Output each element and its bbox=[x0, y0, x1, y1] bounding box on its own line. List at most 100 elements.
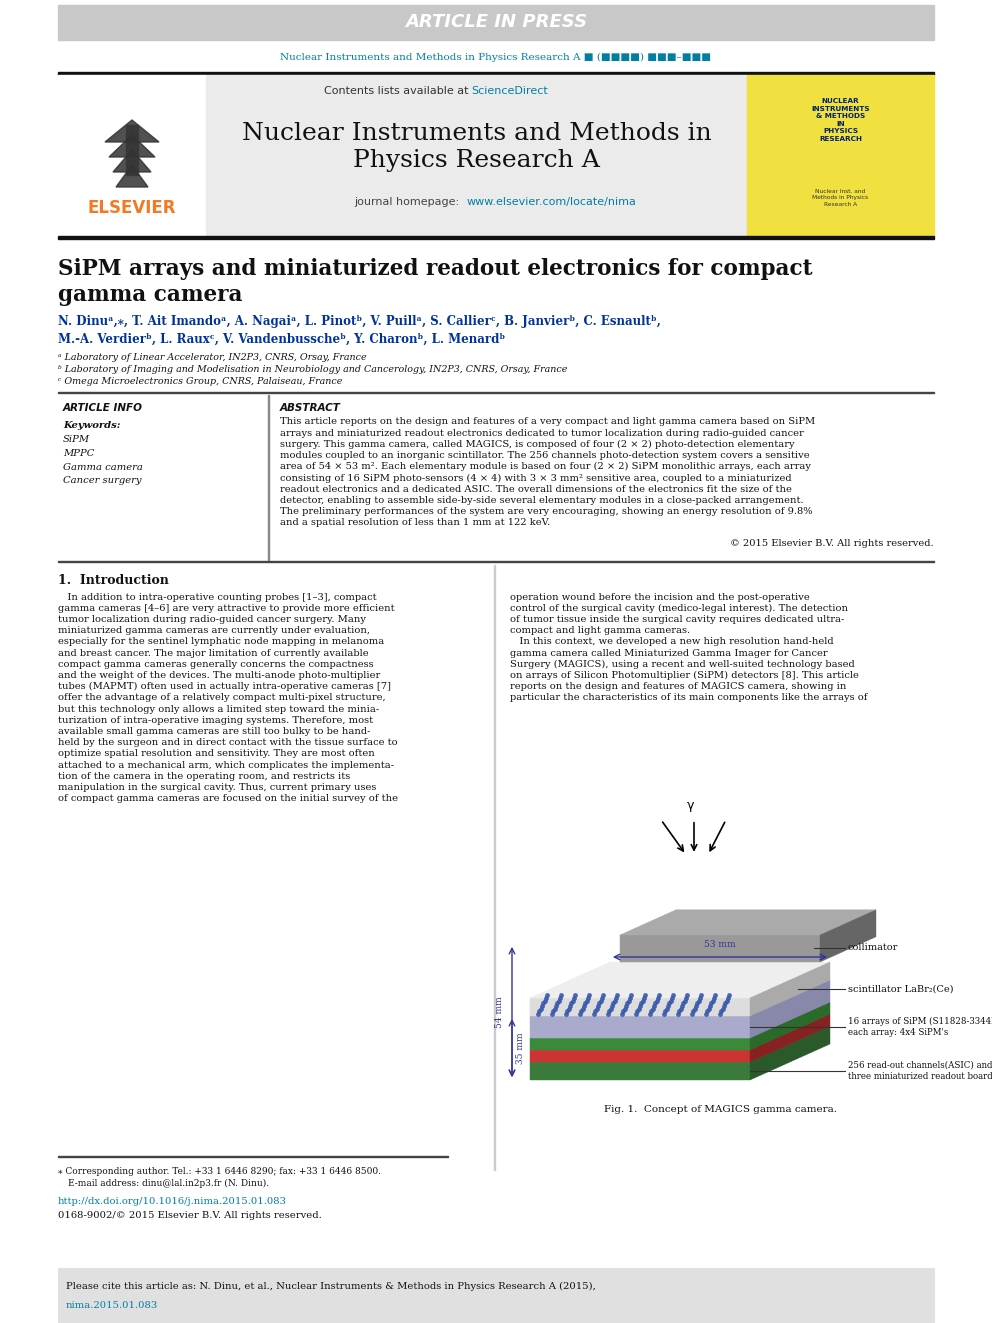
Text: of tumor tissue inside the surgical cavity requires dedicated ultra-: of tumor tissue inside the surgical cavi… bbox=[510, 615, 844, 624]
Text: Fig. 1.  Concept of MAGICS gamma camera.: Fig. 1. Concept of MAGICS gamma camera. bbox=[603, 1106, 836, 1114]
Text: MPPC: MPPC bbox=[63, 448, 94, 458]
Polygon shape bbox=[750, 1013, 830, 1062]
Text: gamma camera called Miniaturized Gamma Imager for Cancer: gamma camera called Miniaturized Gamma I… bbox=[510, 648, 827, 658]
Text: ELSEVIER: ELSEVIER bbox=[87, 198, 177, 217]
Text: area of 54 × 53 m². Each elementary module is based on four (2 × 2) SiPM monolit: area of 54 × 53 m². Each elementary modu… bbox=[280, 462, 811, 471]
Text: consisting of 16 SiPM photo-sensors (4 × 4) with 3 × 3 mm² sensitive area, coupl: consisting of 16 SiPM photo-sensors (4 ×… bbox=[280, 474, 792, 483]
Text: and breast cancer. The major limitation of currently available: and breast cancer. The major limitation … bbox=[58, 648, 369, 658]
Text: manipulation in the surgical cavity. Thus, current primary uses: manipulation in the surgical cavity. Thu… bbox=[58, 783, 376, 792]
Text: Physics Research A: Physics Research A bbox=[353, 148, 600, 172]
Text: http://dx.doi.org/10.1016/j.nima.2015.01.083: http://dx.doi.org/10.1016/j.nima.2015.01… bbox=[58, 1196, 287, 1205]
Text: In this context, we developed a new high resolution hand-held: In this context, we developed a new high… bbox=[510, 638, 833, 647]
Polygon shape bbox=[530, 980, 830, 1016]
Text: turization of intra-operative imaging systems. Therefore, most: turization of intra-operative imaging sy… bbox=[58, 716, 373, 725]
Bar bbox=[747, 75, 934, 235]
Text: miniaturized gamma cameras are currently under evaluation,: miniaturized gamma cameras are currently… bbox=[58, 626, 370, 635]
Bar bbox=[58, 1267, 934, 1323]
Polygon shape bbox=[620, 935, 820, 962]
Text: arrays and miniaturized readout electronics dedicated to tumor localization duri: arrays and miniaturized readout electron… bbox=[280, 429, 804, 438]
Text: ScienceDirect: ScienceDirect bbox=[471, 86, 549, 97]
Text: Please cite this article as: N. Dinu, et al., Nuclear Instruments & Methods in P: Please cite this article as: N. Dinu, et… bbox=[66, 1282, 599, 1290]
Text: 0168-9002/© 2015 Elsevier B.V. All rights reserved.: 0168-9002/© 2015 Elsevier B.V. All right… bbox=[58, 1211, 321, 1220]
Text: E-mail address: dinu@lal.in2p3.fr (N. Dinu).: E-mail address: dinu@lal.in2p3.fr (N. Di… bbox=[68, 1179, 269, 1188]
Text: This article reports on the design and features of a very compact and light gamm: This article reports on the design and f… bbox=[280, 418, 815, 426]
Text: 1.  Introduction: 1. Introduction bbox=[58, 574, 169, 587]
Polygon shape bbox=[620, 910, 876, 935]
Text: Nuclear Inst. and
Methods in Physics
Research A: Nuclear Inst. and Methods in Physics Res… bbox=[812, 189, 869, 206]
Text: Surgery (MAGICS), using a recent and well-suited technology based: Surgery (MAGICS), using a recent and wel… bbox=[510, 660, 855, 668]
Text: In addition to intra-operative counting probes [1–3], compact: In addition to intra-operative counting … bbox=[58, 593, 377, 602]
Text: M.-A. Verdierᵇ, L. Rauxᶜ, V. Vandenbusscheᵇ, Y. Charonᵇ, L. Menardᵇ: M.-A. Verdierᵇ, L. Rauxᶜ, V. Vandenbussc… bbox=[58, 332, 505, 345]
Bar bbox=[126, 124, 138, 175]
Text: ⁎ Corresponding author. Tel.: +33 1 6446 8290; fax: +33 1 6446 8500.: ⁎ Corresponding author. Tel.: +33 1 6446… bbox=[58, 1167, 381, 1176]
Text: but this technology only allows a limited step toward the minia-: but this technology only allows a limite… bbox=[58, 705, 379, 713]
Text: scintillator LaBr₂(Ce): scintillator LaBr₂(Ce) bbox=[848, 984, 953, 994]
Text: surgery. This gamma camera, called MAGICS, is composed of four (2 × 2) photo-det: surgery. This gamma camera, called MAGIC… bbox=[280, 439, 795, 448]
Text: offer the advantage of a relatively compact multi-pixel structure,: offer the advantage of a relatively comp… bbox=[58, 693, 386, 703]
Text: of compact gamma cameras are focused on the initial survey of the: of compact gamma cameras are focused on … bbox=[58, 794, 398, 803]
Text: Nuclear Instruments and Methods in: Nuclear Instruments and Methods in bbox=[242, 122, 711, 144]
Polygon shape bbox=[530, 998, 750, 1016]
Bar bbox=[494, 565, 495, 1170]
Text: particular the characteristics of its main components like the arrays of: particular the characteristics of its ma… bbox=[510, 693, 867, 703]
Polygon shape bbox=[530, 1027, 830, 1062]
Text: on arrays of Silicon Photomultiplier (SiPM) detectors [8]. This article: on arrays of Silicon Photomultiplier (Si… bbox=[510, 671, 859, 680]
Polygon shape bbox=[530, 1039, 750, 1050]
Text: tion of the camera in the operating room, and restricts its: tion of the camera in the operating room… bbox=[58, 771, 350, 781]
Polygon shape bbox=[530, 1016, 750, 1039]
Text: 35 mm: 35 mm bbox=[516, 1032, 525, 1064]
Polygon shape bbox=[750, 962, 830, 1016]
Text: Cancer surgery: Cancer surgery bbox=[63, 476, 142, 486]
Polygon shape bbox=[116, 165, 148, 187]
Text: gamma cameras [4–6] are very attractive to provide more efficient: gamma cameras [4–6] are very attractive … bbox=[58, 603, 395, 613]
Text: optimize spatial resolution and sensitivity. They are most often: optimize spatial resolution and sensitiv… bbox=[58, 749, 375, 758]
Text: control of the surgical cavity (medico-legal interest). The detection: control of the surgical cavity (medico-l… bbox=[510, 603, 848, 613]
Bar bbox=[58, 71, 934, 75]
Text: www.elsevier.com/locate/nima: www.elsevier.com/locate/nima bbox=[466, 197, 637, 206]
Text: gamma camera: gamma camera bbox=[58, 284, 242, 306]
Text: Nuclear Instruments and Methods in Physics Research A ■ (■■■■) ■■■–■■■: Nuclear Instruments and Methods in Physi… bbox=[281, 53, 711, 62]
Text: compact gamma cameras generally concerns the compactness: compact gamma cameras generally concerns… bbox=[58, 660, 374, 668]
Bar bbox=[58, 5, 934, 40]
Polygon shape bbox=[530, 1002, 830, 1039]
Text: Gamma camera: Gamma camera bbox=[63, 463, 143, 471]
Text: collimator: collimator bbox=[848, 943, 899, 953]
Text: γ: γ bbox=[687, 799, 694, 812]
Polygon shape bbox=[105, 120, 159, 142]
Polygon shape bbox=[530, 1013, 830, 1050]
Text: detector, enabling to assemble side-by-side several elementary modules in a clos: detector, enabling to assemble side-by-s… bbox=[280, 496, 804, 505]
Text: tubes (MAPMT) often used in actually intra-operative cameras [7]: tubes (MAPMT) often used in actually int… bbox=[58, 683, 391, 691]
Text: N. Dinuᵃ,⁎, T. Ait Imandoᵃ, A. Nagaiᵃ, L. Pinotᵇ, V. Puillᵃ, S. Callierᶜ, B. Jan: N. Dinuᵃ,⁎, T. Ait Imandoᵃ, A. Nagaiᵃ, L… bbox=[58, 315, 661, 328]
Text: compact and light gamma cameras.: compact and light gamma cameras. bbox=[510, 626, 690, 635]
Text: held by the surgeon and in direct contact with the tissue surface to: held by the surgeon and in direct contac… bbox=[58, 738, 398, 747]
Polygon shape bbox=[530, 962, 830, 998]
Polygon shape bbox=[109, 135, 155, 157]
Text: NUCLEAR
INSTRUMENTS
& METHODS
IN
PHYSICS
RESEARCH: NUCLEAR INSTRUMENTS & METHODS IN PHYSICS… bbox=[811, 98, 870, 142]
Text: 16 arrays of SiPM (S11828-3344M);
each array: 4x4 SiPM's: 16 arrays of SiPM (S11828-3344M); each a… bbox=[848, 1016, 992, 1037]
Text: and a spatial resolution of less than 1 mm at 122 keV.: and a spatial resolution of less than 1 … bbox=[280, 519, 551, 528]
Polygon shape bbox=[750, 980, 830, 1039]
Bar bbox=[58, 235, 934, 239]
Text: reports on the design and features of MAGICS camera, showing in: reports on the design and features of MA… bbox=[510, 683, 846, 691]
Text: and the weight of the devices. The multi-anode photo-multiplier: and the weight of the devices. The multi… bbox=[58, 671, 380, 680]
Bar bbox=[206, 75, 747, 235]
Text: especially for the sentinel lymphatic node mapping in melanoma: especially for the sentinel lymphatic no… bbox=[58, 638, 384, 647]
Text: ABSTRACT: ABSTRACT bbox=[280, 404, 341, 413]
Polygon shape bbox=[530, 1050, 750, 1062]
Text: ᶜ Omega Microelectronics Group, CNRS, Palaiseau, France: ᶜ Omega Microelectronics Group, CNRS, Pa… bbox=[58, 377, 342, 386]
Text: 53 mm: 53 mm bbox=[704, 941, 736, 949]
Text: Contents lists available at: Contents lists available at bbox=[323, 86, 471, 97]
Polygon shape bbox=[530, 1062, 750, 1080]
Text: journal homepage:: journal homepage: bbox=[354, 197, 466, 206]
Text: Keywords:: Keywords: bbox=[63, 422, 120, 430]
Polygon shape bbox=[820, 910, 876, 962]
Text: ᵇ Laboratory of Imaging and Modelisation in Neurobiology and Cancerology, IN2P3,: ᵇ Laboratory of Imaging and Modelisation… bbox=[58, 365, 567, 374]
Polygon shape bbox=[750, 1002, 830, 1050]
Text: The preliminary performances of the system are very encouraging, showing an ener: The preliminary performances of the syst… bbox=[280, 507, 812, 516]
Text: modules coupled to an inorganic scintillator. The 256 channels photo-detection s: modules coupled to an inorganic scintill… bbox=[280, 451, 809, 460]
Text: SiPM arrays and miniaturized readout electronics for compact: SiPM arrays and miniaturized readout ele… bbox=[58, 258, 812, 280]
Text: nima.2015.01.083: nima.2015.01.083 bbox=[66, 1302, 159, 1311]
Polygon shape bbox=[113, 149, 151, 172]
Text: tumor localization during radio-guided cancer surgery. Many: tumor localization during radio-guided c… bbox=[58, 615, 366, 624]
Text: ARTICLE INFO: ARTICLE INFO bbox=[63, 404, 143, 413]
